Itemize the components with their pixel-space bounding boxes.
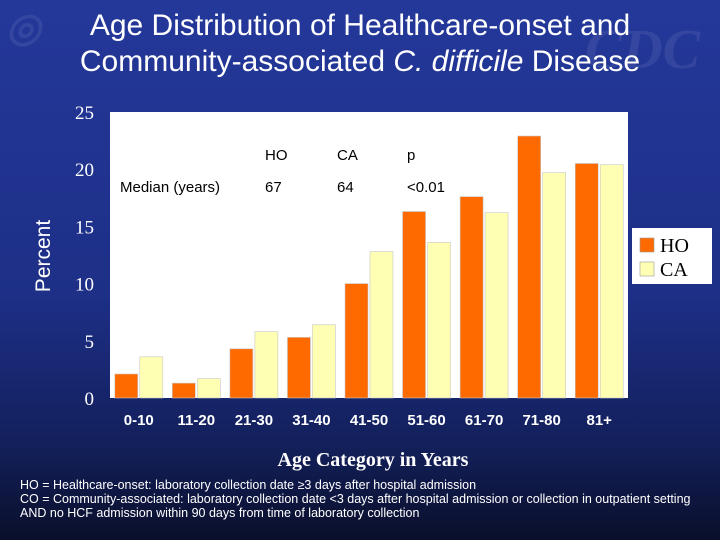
bar-ho [402, 211, 426, 399]
inset-table-cell: Median (years) [120, 179, 220, 196]
bar-ho [344, 283, 369, 399]
footnote: HO = Healthcare-onset: laboratory collec… [20, 478, 710, 520]
footnote-line-ca: CO = Community-associated: laboratory co… [20, 492, 691, 520]
y-tick-label: 5 [85, 332, 95, 353]
legend-swatch-ho [639, 237, 655, 253]
y-tick-label: 10 [75, 275, 94, 296]
bar-ca [139, 356, 164, 399]
bar-ho [574, 163, 599, 399]
cdc-logo-watermark: CDC [584, 19, 700, 81]
bar-ca [542, 172, 566, 399]
bar-ca [369, 251, 394, 399]
bar-ho [287, 337, 311, 399]
footnote-line-ho: HO = Healthcare-onset: laboratory collec… [20, 478, 477, 492]
bar-ca [197, 378, 221, 399]
bar-ca [599, 164, 624, 399]
legend-label-ho: HO [660, 235, 689, 257]
y-tick-label: 15 [75, 217, 94, 238]
x-tick-label: 51-60 [407, 412, 445, 429]
inset-table-header: p [407, 147, 415, 164]
y-tick-label: 20 [75, 160, 94, 181]
x-tick-label: 31-40 [292, 412, 330, 429]
bar-ho [172, 382, 196, 399]
x-axis-label: Age Category in Years [278, 449, 469, 471]
plot-area [110, 112, 628, 398]
inset-table-header: HO [265, 147, 288, 164]
legend-swatch-ca [639, 261, 655, 277]
inset-table-cell: <0.01 [407, 179, 445, 196]
bar-ca [484, 212, 509, 399]
x-tick-label: 41-50 [350, 412, 388, 429]
title-line-1: Age Distribution of Healthcare-onset and [89, 9, 631, 42]
legend-label-ca: CA [660, 259, 688, 281]
bar-ca [312, 324, 336, 399]
x-tick-label: 81+ [586, 412, 612, 429]
chart-title: Age Distribution of Healthcare-onset and… [0, 8, 720, 80]
bar-ho [517, 135, 541, 399]
x-tick-label: 21-30 [235, 412, 273, 429]
inset-table-header: CA [337, 147, 358, 164]
bar-ho [459, 196, 484, 399]
x-tick-label: 11-20 [178, 412, 216, 429]
bar-ho [114, 373, 139, 399]
x-tick-label: 0-10 [124, 412, 154, 429]
inset-table-cell: 67 [265, 179, 282, 196]
title-line-2: Community-associated C. difficile Diseas… [79, 45, 641, 78]
y-tick-label: 25 [75, 103, 94, 124]
bar-ca [427, 242, 451, 399]
y-axis-label: Percent [32, 220, 55, 293]
y-tick-label: 0 [85, 389, 95, 410]
x-tick-label: 61-70 [465, 412, 503, 429]
x-tick-label: 71-80 [522, 412, 560, 429]
seal-watermark: ◎ [6, 5, 41, 50]
bar-ho [229, 348, 254, 399]
bar-ca [254, 331, 279, 399]
inset-table-cell: 64 [337, 179, 354, 196]
